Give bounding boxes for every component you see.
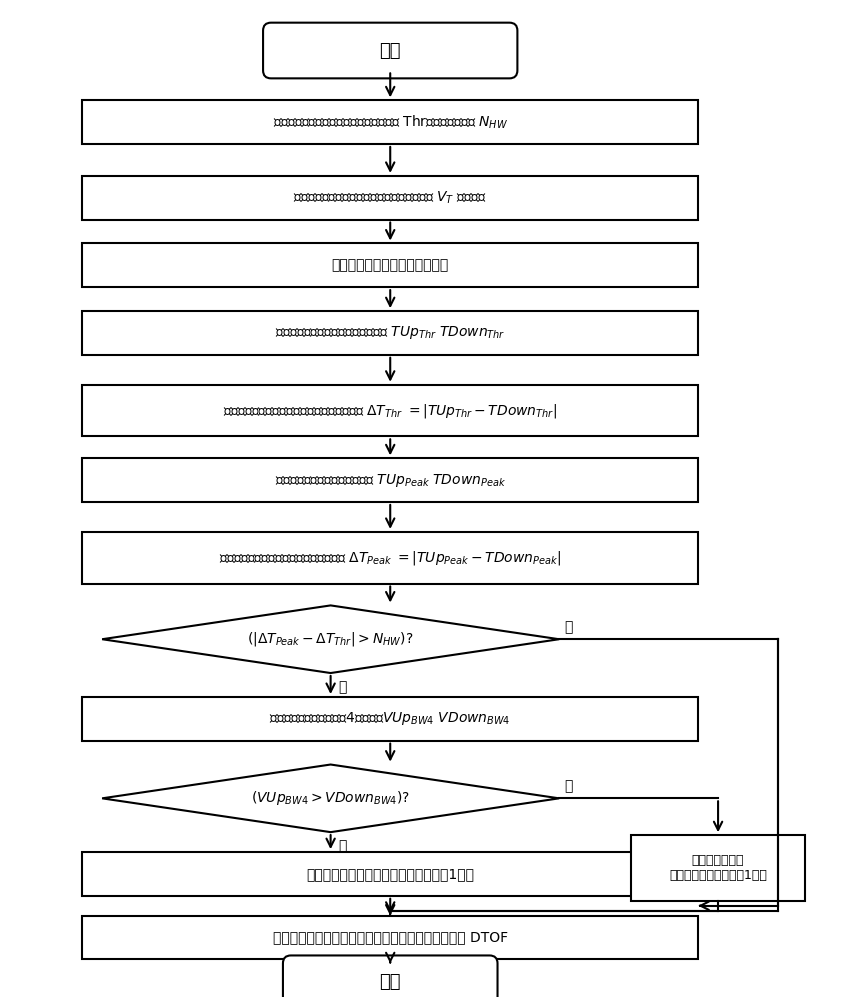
Bar [82,458,698,502]
Text: 计算上行、下行包络阙值对应的时间 $TUp_{Thr}$ $TDown_{Thr}$: 计算上行、下行包络阙值对应的时间 $TUp_{Thr}$ $TDown_{Thr… [275,324,506,341]
Text: 下行回波移波，
下行回波阙值触发前移1个波: 下行回波移波， 下行回波阙值触发前移1个波 [669,854,767,882]
Text: 采集上行、下行回波信号、设置包络阙值 Thr、触发移波点数 $N_{HW}$: 采集上行、下行回波信号、设置包络阙值 Thr、触发移波点数 $N_{HW}$ [273,113,507,131]
Text: 上行、下行回波信号按照峰值软放至目标幅值 $V_T$ 同比放大: 上行、下行回波信号按照峰值软放至目标幅值 $V_T$ 同比放大 [293,189,487,206]
Bar [82,311,698,355]
Text: $(VUp_{BW4}>VDown_{BW4})$?: $(VUp_{BW4}>VDown_{BW4})$? [251,789,411,807]
FancyBboxPatch shape [263,23,518,78]
Bar [82,243,698,287]
Bar [82,916,698,959]
Text: 否: 否 [564,620,572,634]
Text: 计算上行、下行峰值对应的时间 $TUp_{Peak}$ $TDown_{Peak}$: 计算上行、下行峰值对应的时间 $TUp_{Peak}$ $TDown_{Peak… [275,472,506,489]
Polygon shape [102,605,559,673]
Text: 是: 是 [338,680,347,694]
Text: 开始: 开始 [379,42,401,60]
FancyBboxPatch shape [283,955,497,1000]
Text: 上行、下行回波阙值触发波后过零点之差即为时间差 DTOF: 上行、下行回波阙值触发波后过零点之差即为时间差 DTOF [273,931,507,945]
Polygon shape [102,765,559,832]
Text: 计算上行、下行包络阙值对应时间之差绝对值 $\Delta T_{Thr}$ $=|TUp_{Thr}-TDown_{Thr}|$: 计算上行、下行包络阙值对应时间之差绝对值 $\Delta T_{Thr}$ $=… [224,401,558,420]
Text: 计算上行、下行峰值对应时间之差绝对值 $\Delta T_{Peak}$ $=|TUp_{Peak}-TDown_{Peak}|$: 计算上行、下行峰值对应时间之差绝对值 $\Delta T_{Peak}$ $=|… [219,549,561,567]
Bar [82,852,698,896]
Text: 获取上行、下行回波的包络信号: 获取上行、下行回波的包络信号 [332,258,449,272]
Text: 结束: 结束 [379,973,401,991]
Bar [82,532,698,584]
Bar [632,835,805,901]
Bar [82,100,698,144]
Text: 上行回波移波，上行回波阙值触发前移1个波: 上行回波移波，上行回波阙值触发前移1个波 [306,867,474,881]
Text: 否: 否 [564,779,572,793]
Bar [82,176,698,220]
Bar [82,697,698,741]
Text: 计算上行、下行峰值前第4个波幅值$VUp_{BW4}$ $VDown_{BW4}$: 计算上行、下行峰值前第4个波幅值$VUp_{BW4}$ $VDown_{BW4}… [269,710,511,727]
Text: 是: 是 [338,839,347,853]
Bar [82,385,698,436]
Text: $(|\Delta T_{Peak}-\Delta T_{Thr}|>N_{HW})$?: $(|\Delta T_{Peak}-\Delta T_{Thr}|>N_{HW… [247,630,414,648]
